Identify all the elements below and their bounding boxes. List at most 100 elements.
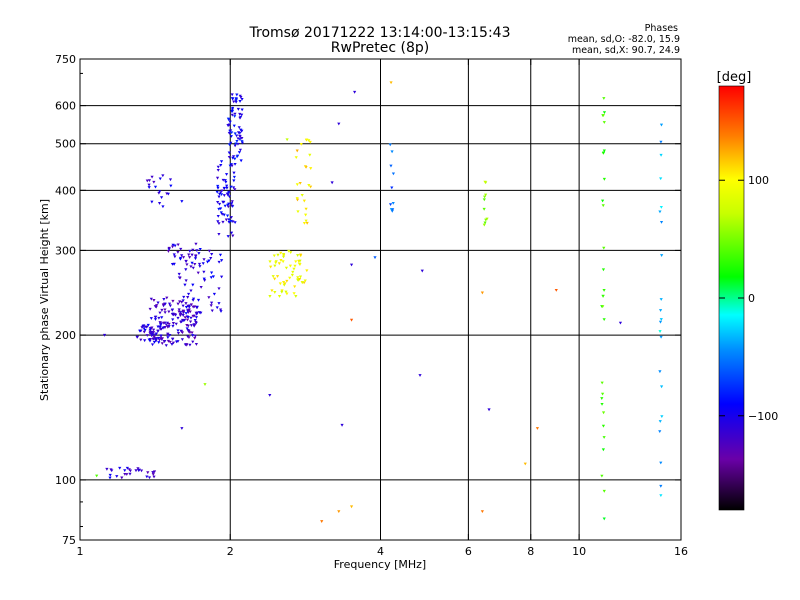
data-point <box>420 269 424 273</box>
data-point <box>307 183 311 187</box>
data-point <box>238 148 243 152</box>
data-point <box>240 97 244 101</box>
data-point <box>658 210 662 214</box>
data-point <box>281 255 286 259</box>
data-point <box>207 249 211 253</box>
data-point <box>659 318 663 321</box>
data-point <box>160 316 164 320</box>
data-point <box>176 243 180 247</box>
phase-stats-x: mean, sd,X: 90.7, 24.9 <box>571 45 680 56</box>
data-point <box>197 252 201 255</box>
data-point <box>238 138 242 141</box>
data-point <box>156 301 160 305</box>
data-point <box>192 314 196 318</box>
data-point <box>297 278 302 281</box>
data-point <box>149 317 153 320</box>
data-point <box>203 279 207 282</box>
data-point <box>168 178 173 182</box>
data-point <box>308 140 312 144</box>
phase-stats-o: mean, sd,O: -82.0, 15.9 <box>567 34 680 45</box>
data-point <box>149 297 153 301</box>
data-point <box>232 124 236 128</box>
data-point <box>658 330 662 333</box>
data-point <box>388 203 393 207</box>
data-point <box>220 259 224 262</box>
data-point <box>292 292 296 296</box>
data-point <box>535 427 540 430</box>
data-point <box>225 214 230 218</box>
data-point <box>157 316 161 320</box>
data-point <box>234 100 238 104</box>
data-point <box>226 205 230 209</box>
data-point <box>167 310 171 314</box>
data-point <box>225 184 229 188</box>
data-point <box>164 344 168 348</box>
data-point <box>156 325 160 329</box>
data-point <box>125 466 129 470</box>
data-point <box>188 320 193 324</box>
data-point <box>162 340 166 343</box>
data-point <box>102 333 107 337</box>
data-point <box>173 255 177 259</box>
data-point <box>292 267 296 271</box>
data-point <box>188 343 192 347</box>
data-point <box>160 342 164 346</box>
data-point <box>230 200 234 204</box>
x-tick-label: 2 <box>227 545 234 558</box>
data-point <box>229 185 233 189</box>
data-point <box>658 430 662 434</box>
data-point <box>221 220 225 224</box>
data-point <box>222 194 226 197</box>
data-point <box>196 271 200 275</box>
data-point <box>147 183 151 187</box>
data-point <box>283 282 287 286</box>
data-point <box>202 258 206 262</box>
data-point <box>281 260 285 264</box>
data-point <box>210 253 214 256</box>
data-point <box>184 305 189 309</box>
data-point <box>391 201 395 205</box>
data-point <box>235 93 239 97</box>
data-point <box>288 276 292 280</box>
data-point <box>154 315 158 319</box>
data-point <box>277 262 281 266</box>
data-point <box>304 207 308 211</box>
data-point <box>284 290 288 294</box>
data-point <box>299 143 303 146</box>
x-axis-label: Frequency [MHz] <box>334 558 426 571</box>
data-point <box>269 265 273 269</box>
data-point <box>176 302 180 306</box>
data-point <box>483 180 487 184</box>
data-point <box>602 149 606 153</box>
data-point <box>482 198 486 202</box>
data-point <box>222 200 226 204</box>
data-point <box>167 248 171 251</box>
data-point <box>225 186 229 190</box>
data-point <box>602 489 606 493</box>
data-point <box>238 131 242 135</box>
data-point <box>151 471 155 474</box>
data-point <box>159 196 164 200</box>
data-point <box>309 185 313 189</box>
x-tick-label: 6 <box>465 545 472 558</box>
data-point <box>298 259 302 263</box>
data-point <box>186 316 190 319</box>
data-point <box>178 257 183 261</box>
data-point <box>181 309 185 313</box>
data-point <box>484 193 488 197</box>
y-tick-label: 75 <box>62 534 76 547</box>
data-point <box>305 138 309 142</box>
data-point <box>238 135 242 139</box>
data-point <box>232 171 236 175</box>
data-point <box>160 337 164 341</box>
data-point <box>298 275 303 279</box>
data-point <box>230 113 234 117</box>
data-point <box>236 137 240 141</box>
data-point <box>309 167 313 170</box>
data-point <box>295 149 299 153</box>
data-point <box>189 324 193 327</box>
data-point <box>143 339 147 343</box>
data-point <box>177 272 181 276</box>
data-point <box>601 204 605 208</box>
x-tick-label: 10 <box>572 545 586 558</box>
